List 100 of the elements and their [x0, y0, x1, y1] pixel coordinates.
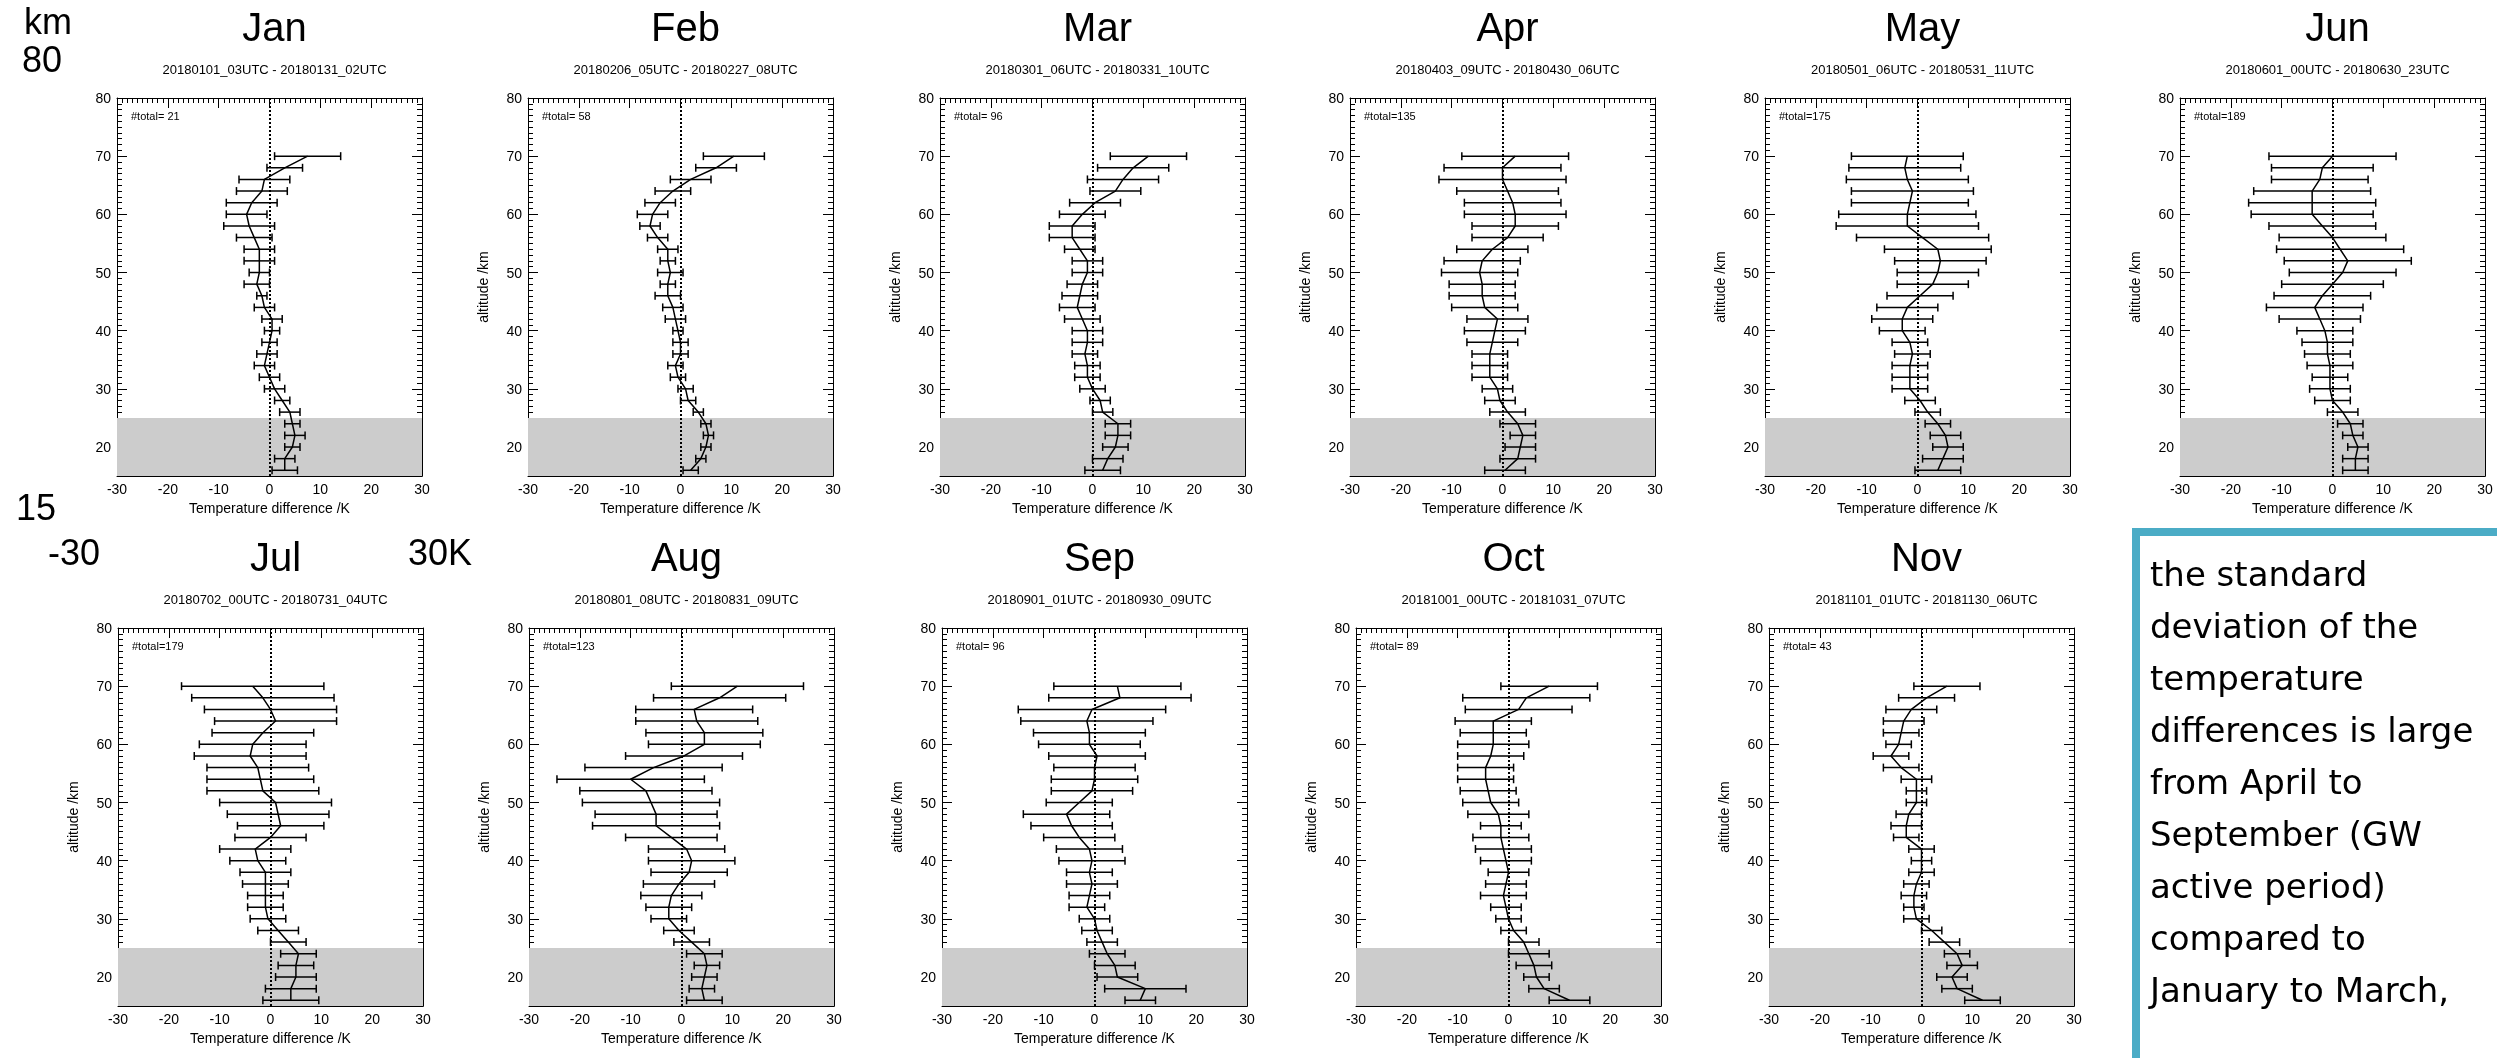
chart-subtitle: 20180101_03UTC - 20180131_02UTC — [162, 62, 387, 77]
x-tick-label: 20 — [2015, 1011, 2032, 1028]
text: 15 — [15, 487, 57, 529]
x-axis-title: Temperature difference /K — [1422, 500, 1584, 516]
y-tick-label: 70 — [2158, 148, 2175, 165]
x-tick-label: 20 — [774, 481, 791, 498]
y-tick-label: 40 — [95, 322, 112, 339]
y-tick-label: 60 — [1334, 736, 1351, 753]
y-tick-label: 20 — [507, 969, 524, 986]
x-tick-label: 0 — [1090, 1011, 1099, 1028]
y-tick-label: 80 — [1743, 90, 1760, 106]
y-tick-label: 70 — [95, 148, 112, 165]
y-axis-title: altitude /km — [475, 251, 491, 323]
annotation: #total=189 — [2194, 109, 2246, 122]
x-tick-label: -10 — [1031, 481, 1052, 498]
y-axis-title: altitude /km — [1712, 251, 1728, 323]
y-tick-label: 80 — [1334, 620, 1351, 636]
y-tick-label: 70 — [920, 678, 937, 695]
y-tick-label: 50 — [95, 264, 112, 281]
x-axis-title: Temperature difference /K — [600, 500, 762, 516]
y-tick-label: 60 — [95, 206, 112, 223]
chart-title: Jun — [2305, 5, 2370, 49]
chart-subtitle: 20180301_06UTC - 20180331_10UTC — [985, 62, 1210, 77]
y-tick-label: 30 — [1743, 380, 1760, 397]
x-tick-label: 20 — [1596, 481, 1613, 498]
x-tick-label: -10 — [1860, 1011, 1881, 1028]
y-tick-label: 40 — [920, 852, 937, 869]
y-tick-label: 60 — [1328, 206, 1345, 223]
x-tick-label: -30 — [107, 1011, 129, 1028]
x-axis-title: Temperature difference /K — [601, 1030, 763, 1046]
y-axis-title: altitude /km — [1303, 781, 1319, 853]
x-tick-label: 20 — [2426, 481, 2443, 498]
y-tick-label: 70 — [1328, 148, 1345, 165]
chart-subtitle: 20181101_01UTC - 20181130_06UTC — [1815, 592, 2038, 607]
y-tick-label: 40 — [2158, 322, 2175, 339]
x-tick-label: -20 — [1390, 481, 1412, 498]
y-axis-title: altitude /km — [887, 251, 903, 323]
y-tick-label: 30 — [918, 380, 935, 397]
chart-title: Aug — [650, 535, 723, 579]
y-tick-label: 70 — [506, 148, 523, 165]
y-tick-label: 50 — [2158, 264, 2175, 281]
x-tick-label: 30 — [826, 1011, 842, 1028]
y-tick-label: 70 — [96, 678, 113, 695]
x-tick-label: 10 — [1551, 1011, 1568, 1028]
x-tick-label: 0 — [676, 481, 685, 498]
text: the standard deviation of the temperature differences is large from April to September (GW active period) compared to January to March, — [2150, 554, 2474, 1010]
x-tick-label: 30 — [1237, 481, 1253, 498]
y-tick-label: 20 — [2158, 439, 2175, 456]
x-tick-label: -20 — [2220, 481, 2242, 498]
x-tick-label: -30 — [106, 481, 128, 498]
y-tick-label: 70 — [1334, 678, 1351, 695]
y-tick-label: 40 — [1334, 852, 1351, 869]
x-tick-label: 0 — [266, 1011, 275, 1028]
y-tick-label: 80 — [1328, 90, 1345, 106]
y-tick-label: 60 — [1747, 736, 1764, 753]
y-tick-label: 50 — [506, 264, 523, 281]
x-tick-label: -20 — [1805, 481, 1827, 498]
x-tick-label: 30 — [414, 481, 430, 498]
x-tick-label: 0 — [677, 1011, 686, 1028]
y-tick-label: 50 — [1334, 794, 1351, 811]
x-axis-title: Temperature difference /K — [189, 500, 351, 516]
chart-title: Jul — [249, 535, 302, 579]
x-tick-label: -20 — [982, 1011, 1004, 1028]
x-axis-title: Temperature difference /K — [1012, 500, 1174, 516]
y-tick-label: 70 — [507, 678, 524, 695]
y-tick-label: 60 — [506, 206, 523, 223]
annotation: #total= 43 — [1783, 639, 1832, 652]
x-tick-label: -30 — [1758, 1011, 1780, 1028]
y-tick-label: 40 — [507, 852, 524, 869]
y-tick-label: 80 — [1747, 620, 1764, 636]
y-tick-label: 60 — [96, 736, 113, 753]
y-tick-label: 30 — [507, 910, 524, 927]
x-tick-label: 10 — [1545, 481, 1562, 498]
x-tick-label: -10 — [1856, 481, 1877, 498]
x-tick-label: -20 — [568, 481, 590, 498]
y-tick-label: 50 — [96, 794, 113, 811]
chart-title: Sep — [1063, 535, 1136, 579]
x-tick-label: -20 — [980, 481, 1002, 498]
y-tick-label: 20 — [96, 969, 113, 986]
x-tick-label: 30 — [825, 481, 841, 498]
y-tick-label: 20 — [918, 439, 935, 456]
annotation: #total= 58 — [542, 109, 591, 122]
chart-subtitle: 20181001_00UTC - 20181031_07UTC — [1401, 592, 1626, 607]
y-tick-label: 30 — [96, 910, 113, 927]
y-tick-label: 40 — [1328, 322, 1345, 339]
y-tick-label: 80 — [95, 90, 112, 106]
annotation: #total= 21 — [131, 109, 180, 122]
y-tick-label: 20 — [1328, 439, 1345, 456]
annotation: #total= 96 — [954, 109, 1003, 122]
x-tick-label: 30 — [1653, 1011, 1669, 1028]
y-axis-title: altitude /km — [65, 781, 81, 853]
y-tick-label: 40 — [1747, 852, 1764, 869]
annotation: #total=175 — [1779, 109, 1831, 122]
x-tick-label: 0 — [1913, 481, 1922, 498]
x-tick-label: 20 — [1602, 1011, 1619, 1028]
x-tick-label: 0 — [1917, 1011, 1926, 1028]
chart-subtitle: 20180206_05UTC - 20180227_08UTC — [573, 62, 798, 77]
x-tick-label: 20 — [775, 1011, 792, 1028]
chart-title: May — [1884, 5, 1961, 49]
chart-subtitle: 20180501_06UTC - 20180531_11UTC — [1810, 62, 2035, 77]
